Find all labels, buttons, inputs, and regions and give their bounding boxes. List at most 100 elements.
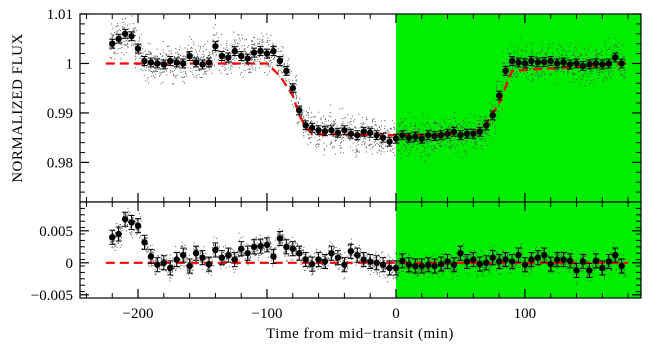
raw-data-dot bbox=[132, 217, 134, 219]
raw-data-dot bbox=[547, 48, 549, 50]
raw-data-dot bbox=[428, 268, 430, 269]
raw-data-dot bbox=[323, 154, 325, 156]
raw-data-dot bbox=[180, 59, 182, 61]
raw-data-dot bbox=[192, 263, 194, 265]
raw-data-dot bbox=[147, 247, 149, 248]
data-point bbox=[109, 40, 116, 47]
raw-data-dot bbox=[455, 267, 457, 269]
raw-data-dot bbox=[267, 58, 269, 60]
raw-data-dot bbox=[478, 122, 480, 124]
raw-data-dot bbox=[487, 132, 489, 134]
raw-data-dot bbox=[354, 251, 356, 253]
raw-data-dot bbox=[187, 44, 189, 46]
raw-data-dot bbox=[358, 113, 360, 115]
raw-data-dot bbox=[596, 56, 598, 58]
raw-data-dot bbox=[135, 51, 137, 53]
raw-data-dot bbox=[283, 236, 285, 238]
raw-data-dot bbox=[491, 122, 493, 124]
raw-data-dot bbox=[541, 75, 543, 77]
raw-data-dot bbox=[158, 267, 160, 269]
raw-data-dot bbox=[438, 277, 440, 278]
raw-data-dot bbox=[335, 140, 337, 141]
raw-data-dot bbox=[411, 147, 413, 149]
raw-data-dot bbox=[175, 48, 177, 49]
raw-data-dot bbox=[351, 259, 353, 261]
raw-data-dot bbox=[279, 55, 281, 57]
raw-data-dot bbox=[186, 248, 187, 250]
raw-data-dot bbox=[188, 273, 190, 275]
raw-data-dot bbox=[424, 160, 426, 162]
raw-data-dot bbox=[376, 273, 378, 275]
raw-data-dot bbox=[274, 259, 275, 261]
raw-data-dot bbox=[581, 53, 583, 55]
raw-data-dot bbox=[612, 58, 614, 60]
data-point bbox=[160, 61, 168, 68]
raw-data-dot bbox=[495, 129, 497, 131]
raw-data-dot bbox=[454, 267, 456, 269]
raw-data-dot bbox=[243, 57, 245, 59]
raw-data-dot bbox=[401, 250, 403, 252]
raw-data-dot bbox=[381, 125, 382, 127]
raw-data-dot bbox=[319, 139, 321, 141]
raw-data-dot bbox=[289, 68, 291, 70]
raw-data-dot bbox=[529, 56, 531, 58]
raw-data-dot bbox=[497, 111, 499, 113]
raw-data-dot bbox=[361, 264, 363, 266]
raw-data-dot bbox=[611, 65, 613, 67]
raw-data-dot bbox=[175, 77, 177, 79]
raw-data-dot bbox=[403, 144, 404, 146]
raw-data-dot bbox=[282, 55, 283, 57]
raw-data-dot bbox=[399, 124, 401, 126]
raw-data-dot bbox=[166, 254, 168, 256]
raw-data-dot bbox=[578, 59, 580, 61]
raw-data-dot bbox=[551, 52, 553, 54]
raw-data-dot bbox=[126, 214, 128, 216]
raw-data-dot bbox=[194, 55, 195, 57]
raw-data-dot bbox=[496, 85, 498, 87]
raw-data-dot bbox=[450, 128, 452, 130]
raw-data-dot bbox=[439, 272, 441, 274]
raw-data-dot bbox=[146, 237, 148, 239]
raw-data-dot bbox=[491, 107, 493, 109]
raw-data-dot bbox=[592, 67, 594, 69]
raw-data-dot bbox=[282, 56, 284, 58]
raw-data-dot bbox=[237, 45, 239, 47]
raw-data-dot bbox=[123, 54, 125, 56]
raw-data-dot bbox=[443, 258, 445, 260]
raw-data-dot bbox=[230, 60, 232, 62]
raw-data-dot bbox=[431, 276, 433, 278]
raw-data-dot bbox=[433, 130, 435, 132]
raw-data-dot bbox=[312, 272, 314, 274]
raw-data-dot bbox=[318, 111, 320, 113]
raw-data-dot bbox=[250, 59, 252, 61]
raw-data-dot bbox=[442, 254, 444, 256]
raw-data-dot bbox=[567, 73, 569, 75]
raw-data-dot bbox=[489, 122, 491, 124]
raw-data-dot bbox=[617, 62, 619, 64]
raw-data-dot bbox=[623, 56, 625, 58]
raw-data-dot bbox=[172, 71, 174, 73]
raw-data-dot bbox=[403, 125, 405, 127]
raw-data-dot bbox=[271, 250, 273, 252]
data-point bbox=[257, 47, 264, 55]
raw-data-dot bbox=[378, 138, 380, 139]
raw-data-dot bbox=[147, 64, 149, 66]
data-point bbox=[483, 122, 490, 129]
raw-data-dot bbox=[200, 56, 202, 58]
raw-data-dot bbox=[399, 252, 401, 254]
raw-data-dot bbox=[226, 40, 228, 42]
raw-data-dot bbox=[115, 236, 117, 238]
raw-data-dot bbox=[347, 114, 349, 116]
raw-data-dot bbox=[614, 38, 616, 39]
raw-data-dot bbox=[268, 248, 270, 250]
raw-data-dot bbox=[321, 132, 323, 134]
raw-data-dot bbox=[215, 55, 217, 57]
raw-data-dot bbox=[579, 82, 581, 84]
raw-data-dot bbox=[525, 76, 527, 78]
raw-data-dot bbox=[206, 65, 207, 67]
raw-data-dot bbox=[286, 65, 288, 67]
raw-data-dot bbox=[111, 57, 113, 59]
raw-data-dot bbox=[467, 122, 469, 123]
raw-data-dot bbox=[330, 142, 332, 144]
raw-data-dot bbox=[184, 47, 186, 49]
